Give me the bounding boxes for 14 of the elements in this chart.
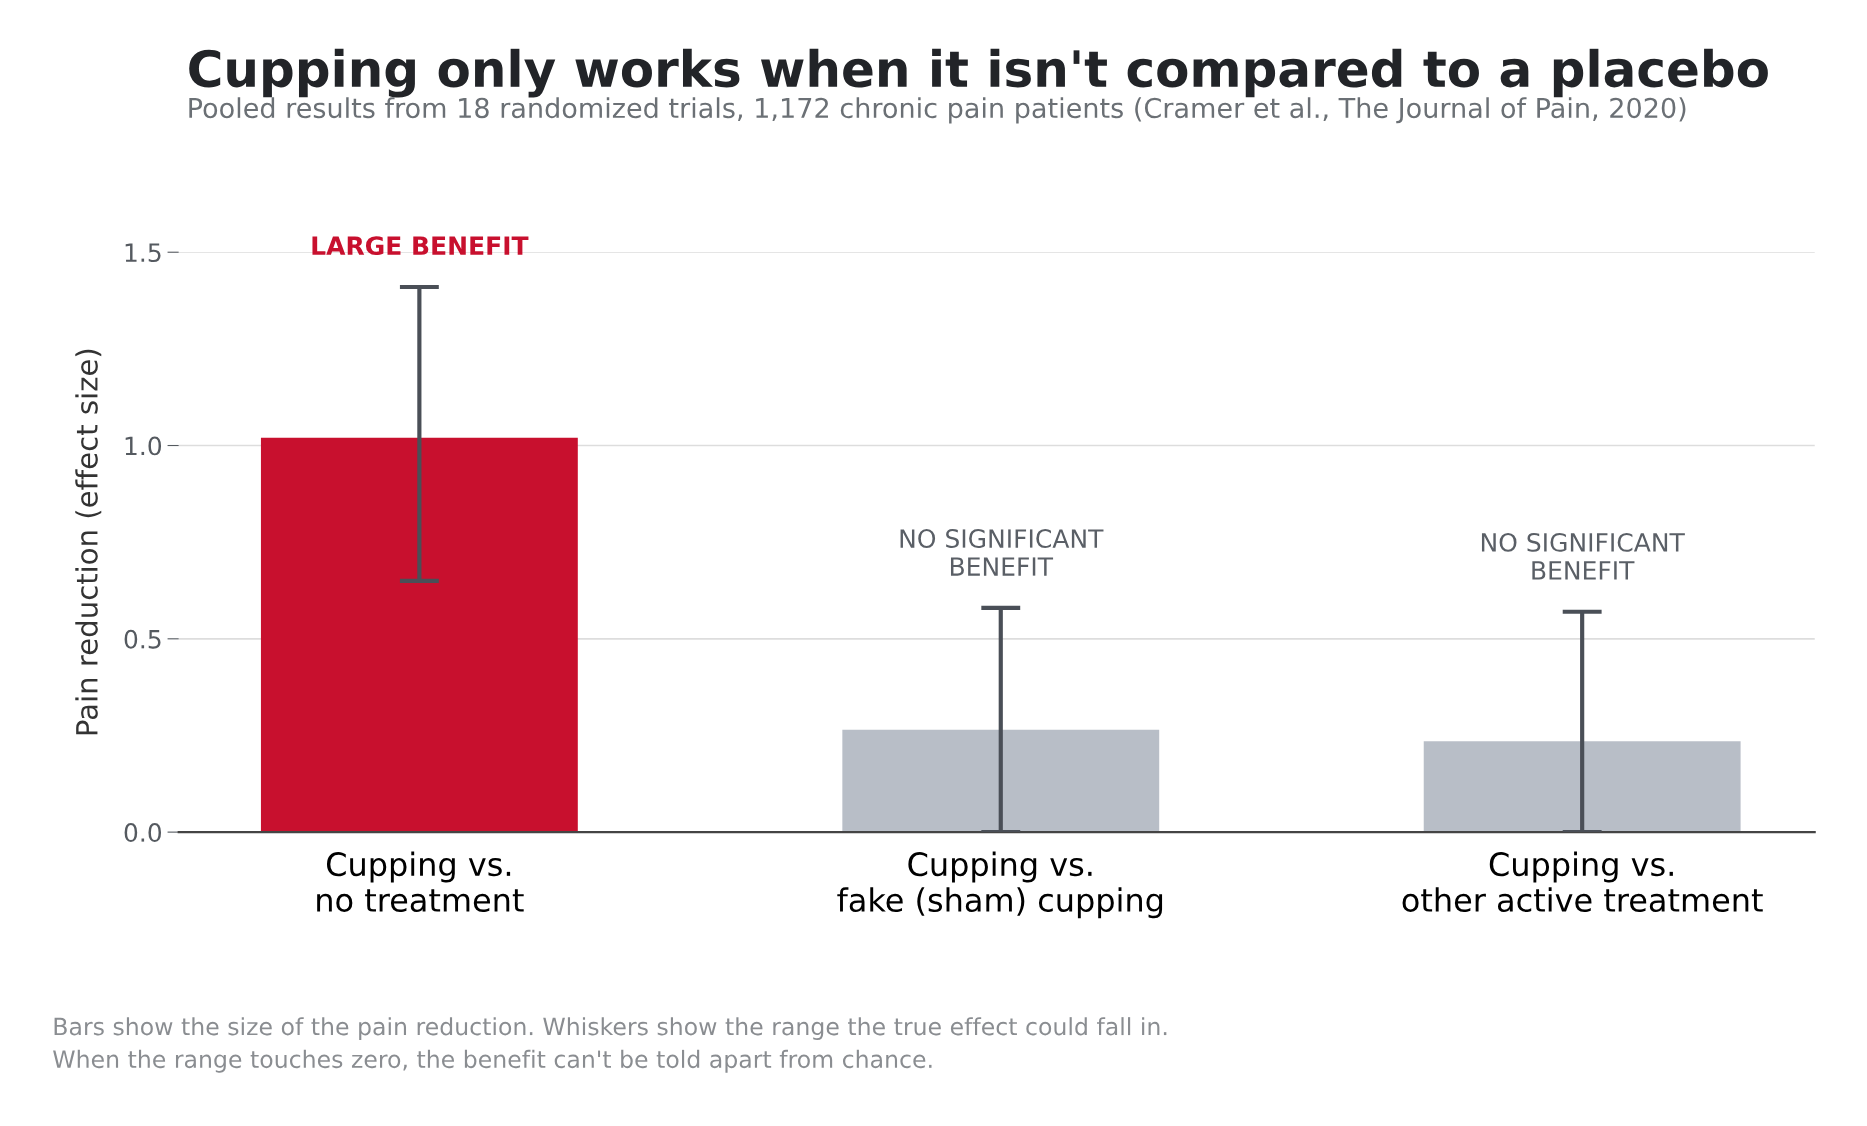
x-tick-label: Cupping vs. other active treatment xyxy=(1402,851,1763,913)
y-tick-label: 1.5 xyxy=(125,243,161,263)
y-tick-label: 1.0 xyxy=(125,436,162,456)
text: Bars show the size of the pain reduction. Whiskers show the range the true effect could fall in. When the range touches zero, the benefit can't be told apart from chance. xyxy=(53,1017,1167,1073)
annotation: LARGE BENEFIT xyxy=(312,236,529,256)
chart-subtitle: Pooled results from 18 randomized trials, 1,172 chronic pain patients (Cramer et al., The Journal of Pain, 2020) xyxy=(189,97,1686,124)
y-axis-title: Pain reduction (effect size) xyxy=(75,349,102,735)
y-tick-label: 0.5 xyxy=(124,629,161,649)
x-tick-label: Cupping vs. no treatment xyxy=(317,851,524,913)
annotation: NO SIGNIFICANT BENEFIT xyxy=(900,529,1104,576)
y-tick-label: 0.0 xyxy=(124,823,162,842)
chart-title: Cupping only works when it isn't compared to a placebo xyxy=(189,48,1768,98)
x-tick-label: Cupping vs. fake (sham) cupping xyxy=(837,851,1163,919)
annotation: NO SIGNIFICANT BENEFIT xyxy=(1481,532,1685,580)
